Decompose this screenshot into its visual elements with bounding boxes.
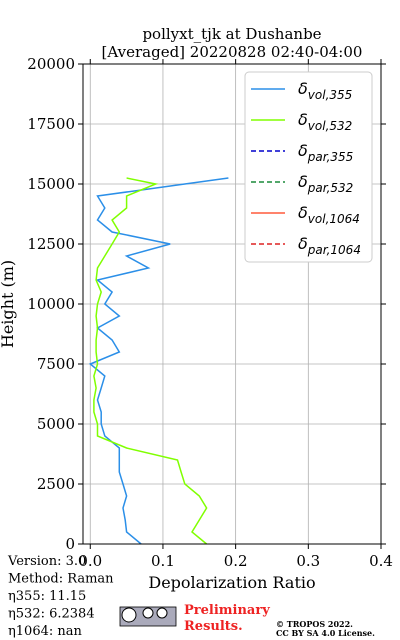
cc-logo (119, 606, 177, 627)
info-line: η532: 6.2384 (8, 607, 95, 622)
y-tick-label: 15000 (27, 175, 75, 193)
x-tick-label: 0.4 (369, 552, 393, 570)
chart-title: pollyxt_tjk at Dushanbe (142, 25, 321, 43)
copyright: © TROPOS 2022. (276, 619, 353, 629)
profile-line (93, 177, 208, 545)
preliminary-notice: Results. (184, 619, 243, 634)
y-tick-label: 17500 (27, 115, 75, 133)
x-axis-label: Depolarization Ratio (148, 573, 315, 592)
legend-label: δvol,1064 (298, 203, 360, 226)
y-tick-label: 5000 (37, 415, 75, 433)
copyright: CC BY SA 4.0 License. (276, 628, 375, 638)
y-tick-label: 10000 (27, 295, 75, 313)
y-axis-label: Height (m) (0, 260, 17, 348)
x-tick-label: 0.1 (151, 552, 175, 570)
info-line: Method: Raman (8, 572, 114, 587)
info-line: η1064: nan (8, 624, 83, 639)
legend-label: δvol,532 (298, 110, 352, 133)
info-line: Version: 3.0 (7, 554, 86, 569)
info-line: η355: 11.15 (8, 589, 86, 604)
profile-line (88, 177, 229, 545)
plot-frame (82, 63, 382, 545)
y-tick-label: 7500 (37, 355, 75, 373)
x-tick-label: 0.2 (224, 552, 248, 570)
legend-label: δvol,355 (298, 79, 352, 102)
y-tick-label: 12500 (27, 235, 75, 253)
preliminary-notice: Preliminary (184, 603, 270, 618)
chart-subtitle: [Averaged] 20220828 02:40-04:00 (102, 43, 363, 61)
x-tick-label: 0.3 (296, 552, 320, 570)
y-tick-label: 20000 (27, 55, 75, 73)
y-tick-label: 2500 (37, 475, 75, 493)
legend-label: δpar,355 (298, 141, 353, 164)
legend-label: δpar,1064 (298, 234, 361, 257)
legend-label: δpar,532 (298, 172, 353, 195)
y-tick-label: 0 (65, 535, 75, 553)
x-tick-label: 0.0 (78, 552, 102, 570)
